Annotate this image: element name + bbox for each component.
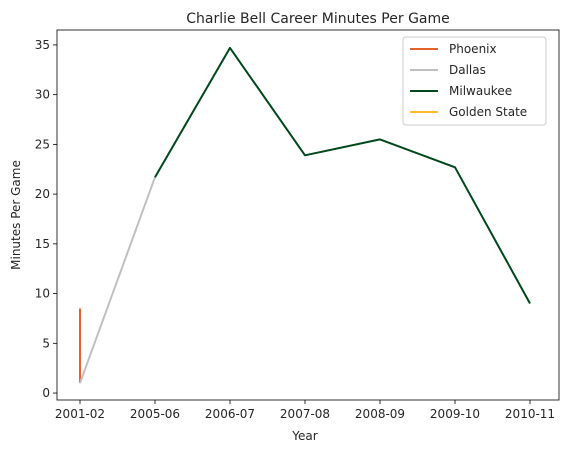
- series-line-milwaukee: [154, 46, 531, 304]
- series-layer: [79, 46, 531, 384]
- y-axis-label: Minutes Per Game: [9, 160, 23, 270]
- x-tick-label: 2010-11: [505, 407, 555, 421]
- legend-box: [402, 36, 547, 126]
- legend: Phoenix Dallas Milwaukee Golden State: [402, 36, 547, 126]
- y-tick-label: 0: [42, 386, 50, 400]
- x-tick-label: 2007-08: [280, 407, 330, 421]
- legend-label: Dallas: [449, 63, 486, 77]
- legend-label: Golden State: [449, 105, 527, 119]
- y-tick-label: 20: [35, 187, 50, 201]
- y-tick-label: 10: [35, 287, 50, 301]
- y-tick-label: 15: [35, 237, 50, 251]
- y-tick-label: 5: [42, 336, 50, 350]
- y-axis: 0 5 10 15 20 25 30 35: [35, 38, 57, 400]
- x-axis-label: Year: [291, 429, 317, 443]
- y-tick-label: 30: [35, 88, 50, 102]
- x-tick-label: 2009-10: [430, 407, 480, 421]
- y-tick-label: 25: [35, 137, 50, 151]
- x-tick-label: 2005-06: [130, 407, 180, 421]
- x-tick-label: 2006-07: [205, 407, 255, 421]
- y-tick-label: 35: [35, 38, 50, 52]
- x-axis: 2001-02 2005-06 2006-07 2007-08 2008-09 2009-…: [55, 400, 555, 421]
- x-tick-label: 2008-09: [355, 407, 405, 421]
- legend-label: Phoenix: [449, 42, 497, 56]
- plot-frame: [56, 29, 560, 401]
- chart-title: Charlie Bell Career Minutes Per Game: [186, 11, 450, 27]
- legend-label: Milwaukee: [449, 84, 512, 98]
- series-line-dallas: [79, 176, 156, 384]
- x-tick-label: 2001-02: [55, 407, 105, 421]
